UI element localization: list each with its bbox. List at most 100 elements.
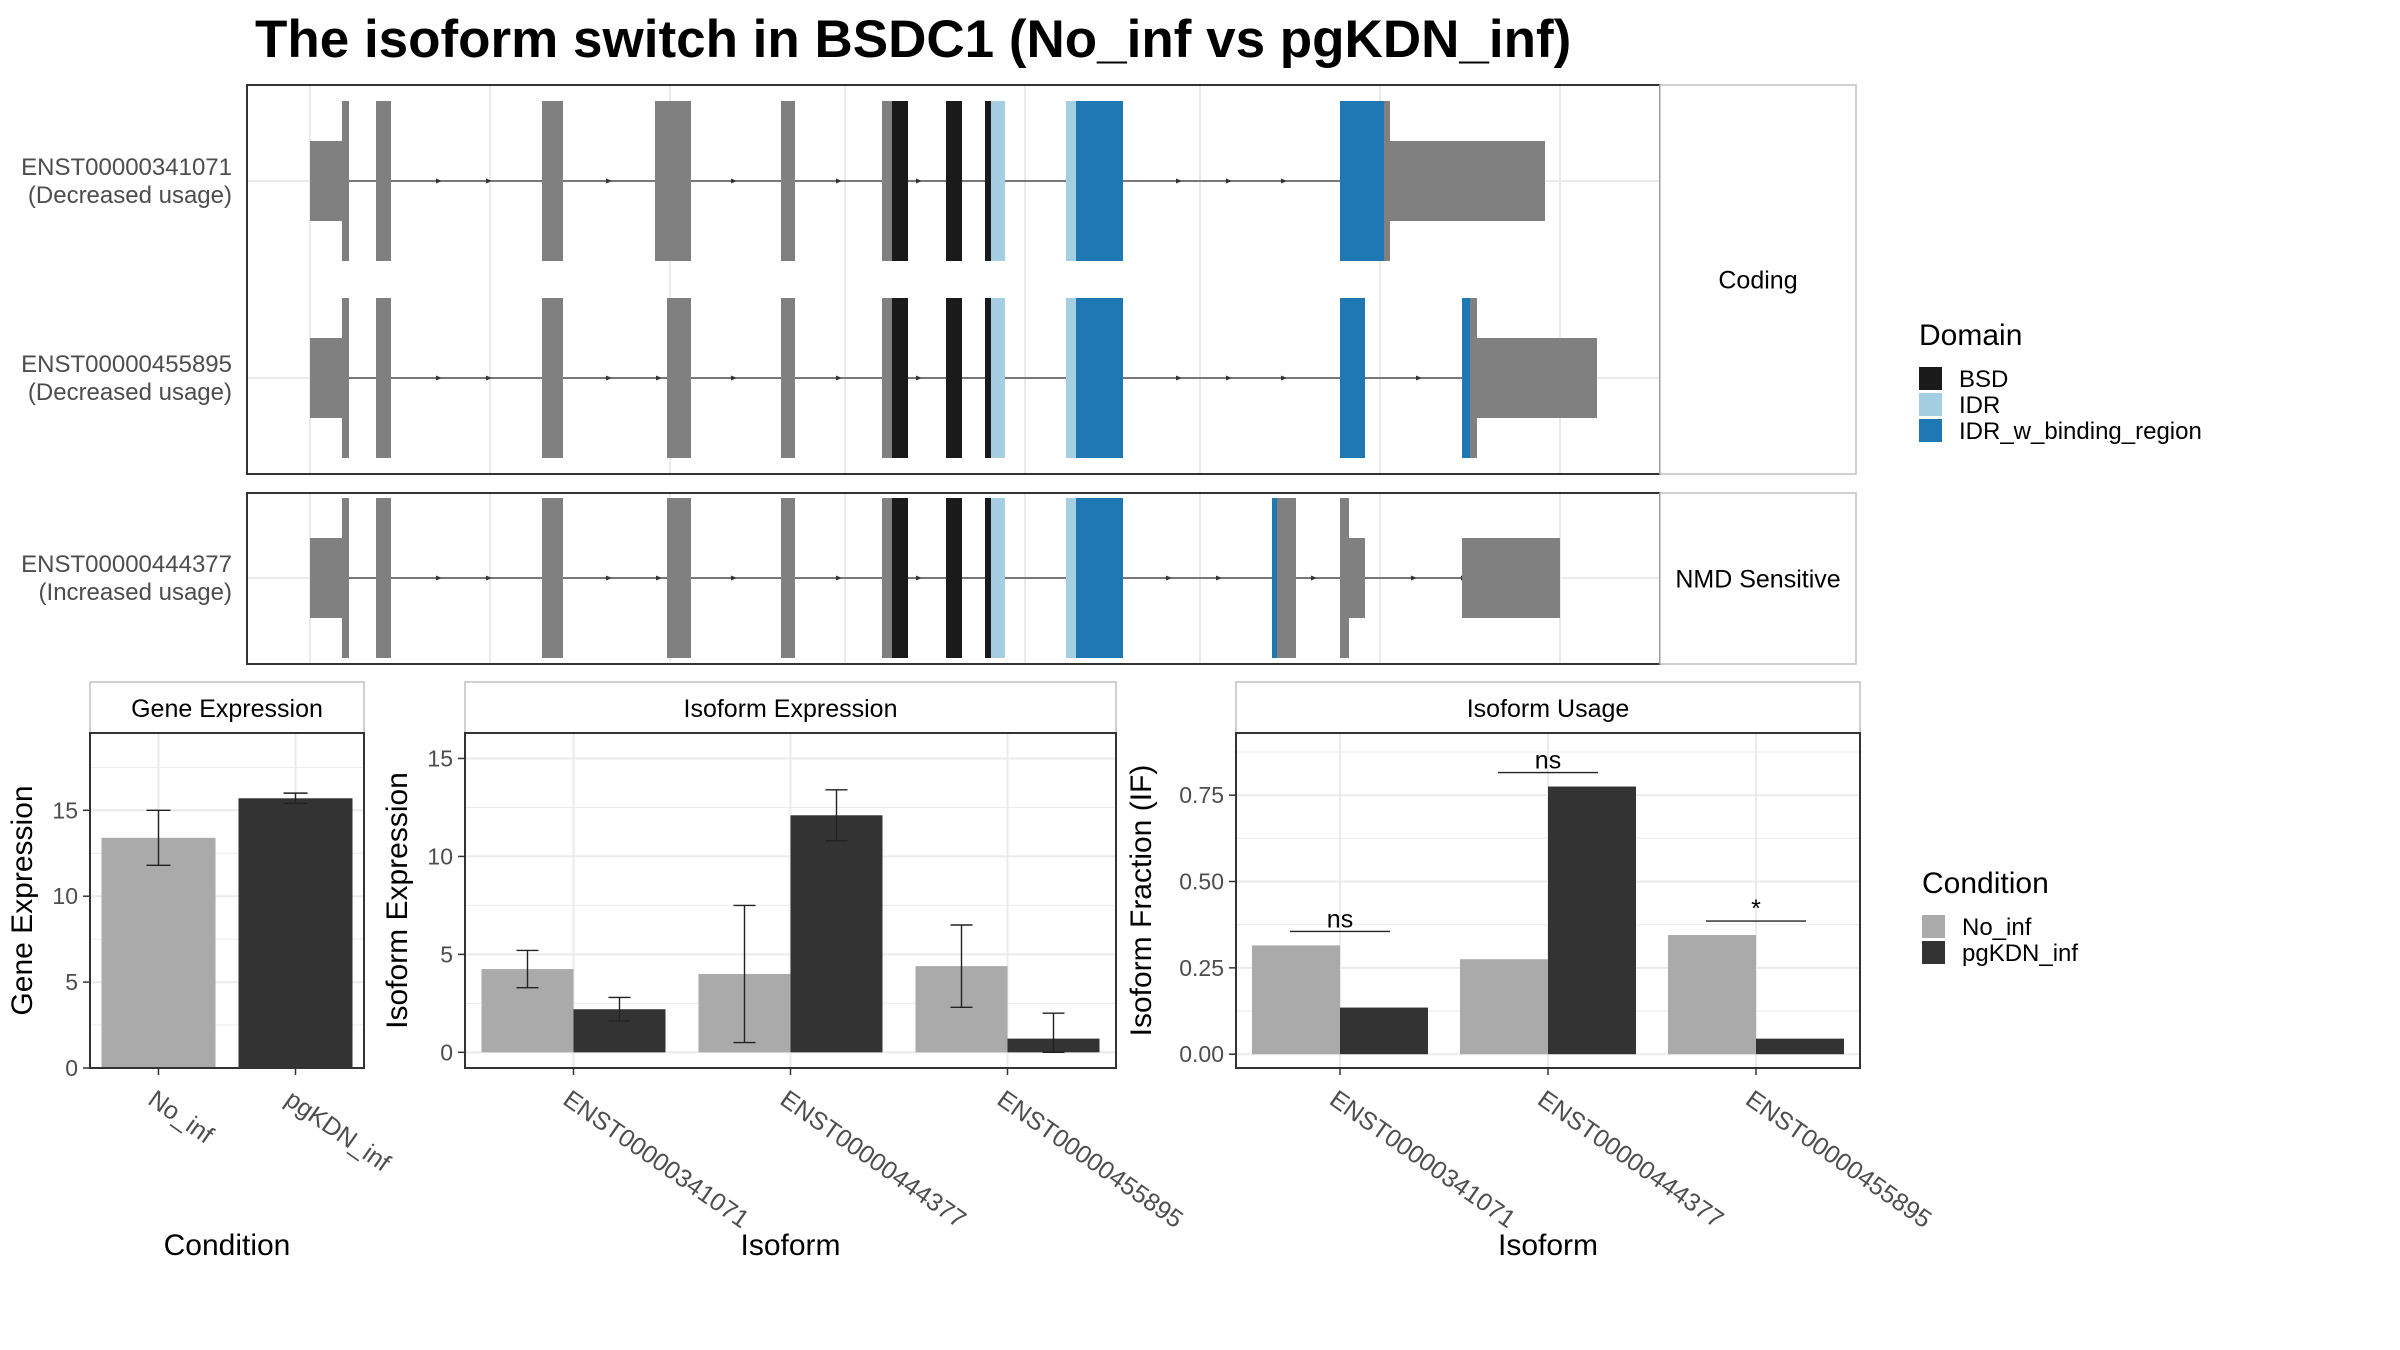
exon-block (342, 101, 349, 261)
domain-block (991, 298, 1005, 458)
legend-label: pgKDN_inf (1962, 940, 2078, 967)
exon-block (342, 298, 349, 458)
x-tick-label: ENST00000444377 (1533, 1085, 1729, 1234)
x-tick-label: ENST00000455895 (1741, 1085, 1937, 1234)
intron-arrow (916, 375, 922, 381)
y-tick-label: 0.50 (1179, 869, 1224, 895)
exon-block (376, 498, 391, 658)
intron-arrow (836, 375, 842, 381)
legend-title: Domain (1919, 319, 2022, 352)
error-bar (733, 904, 756, 1044)
bar (101, 837, 216, 1068)
intron-arrow (836, 178, 842, 184)
intron-arrow (436, 178, 442, 184)
exon-block (667, 498, 691, 658)
bar (238, 798, 353, 1068)
domain-block (892, 498, 908, 658)
error-bar (608, 996, 631, 1022)
intron-arrow (731, 178, 737, 184)
domain-block (946, 101, 962, 261)
exon-block (1477, 338, 1597, 418)
legend-title: Condition (1922, 867, 2049, 900)
domain-block (985, 101, 991, 261)
legend-label: BSD (1959, 366, 2008, 393)
intron-arrow (606, 178, 612, 184)
domain-block (1083, 498, 1123, 658)
intron-arrow (1281, 375, 1287, 381)
bar (1548, 786, 1636, 1055)
y-tick-label: 10 (52, 883, 78, 909)
domain-block (1272, 498, 1277, 658)
exon-block (542, 101, 563, 261)
bar (790, 815, 883, 1053)
bar (1252, 945, 1340, 1055)
legend-label: IDR_w_binding_region (1959, 418, 2202, 445)
intron-arrow (436, 375, 442, 381)
chart-strip-title: Isoform Expression (684, 695, 898, 723)
intron-arrow (1226, 178, 1232, 184)
legend-label: IDR (1959, 392, 2000, 419)
domain-block (1076, 298, 1083, 458)
intron-arrow (731, 375, 737, 381)
intron-arrow (1226, 375, 1232, 381)
y-tick-label: 5 (65, 969, 78, 995)
x-tick-label: pgKDN_inf (280, 1085, 395, 1177)
domain-block (1340, 101, 1384, 261)
error-bar (146, 809, 171, 866)
exon-block (667, 298, 691, 458)
intron-arrow (656, 575, 662, 581)
intron-arrow (1411, 575, 1417, 581)
exon-block (1470, 298, 1477, 458)
x-tick-label: ENST00000444377 (775, 1085, 971, 1234)
error-bar (516, 949, 539, 989)
y-tick-label: 15 (52, 797, 78, 823)
bar (1756, 1038, 1844, 1055)
facet-strip (1659, 84, 1857, 475)
y-axis-title: Isoform Fraction (IF) (1125, 765, 1158, 1037)
exon-block (655, 101, 691, 261)
x-tick-label: No_inf (143, 1085, 218, 1149)
bar (1668, 935, 1756, 1055)
exon-block (1462, 538, 1560, 618)
intron-arrow (656, 375, 662, 381)
transcript-usage-label: (Decreased usage) (28, 182, 232, 209)
intron-arrow (1166, 575, 1172, 581)
intron-arrow (836, 575, 842, 581)
y-axis-title: Gene Expression (6, 785, 39, 1015)
legend-swatch (1922, 941, 1945, 964)
intron-arrow (606, 375, 612, 381)
chart-panel-border (89, 732, 365, 1069)
transcript-usage-label: (Increased usage) (39, 579, 232, 606)
y-tick-label: 0 (65, 1055, 78, 1081)
significance-label: ns (1327, 905, 1353, 933)
domain-block (1066, 498, 1076, 658)
intron-arrow (486, 178, 492, 184)
legend-swatch (1919, 367, 1942, 390)
chart-strip (89, 681, 365, 734)
domain-block (1340, 298, 1365, 458)
error-bar (950, 924, 973, 1008)
exon-block (1384, 101, 1390, 261)
exon-block (1390, 141, 1545, 221)
intron-arrow (916, 178, 922, 184)
domain-block (991, 498, 1005, 658)
y-tick-label: 0.75 (1179, 782, 1224, 808)
transcript-id-label: ENST00000455895 (21, 351, 232, 378)
domain-block (1083, 298, 1123, 458)
domain-block (892, 298, 908, 458)
y-tick-label: 0.25 (1179, 955, 1224, 981)
error-bar (825, 789, 848, 842)
transcript-usage-label: (Decreased usage) (28, 379, 232, 406)
domain-block (1462, 298, 1470, 458)
legend-swatch (1919, 393, 1942, 416)
x-axis-title: Isoform (1498, 1229, 1598, 1262)
exon-block (310, 538, 345, 618)
exon-block (1277, 498, 1296, 658)
y-tick-label: 10 (427, 843, 453, 869)
intron-arrow (1176, 178, 1182, 184)
domain-block (946, 498, 962, 658)
intron-arrow (1281, 178, 1287, 184)
intron-arrow (731, 575, 737, 581)
bar (1460, 959, 1548, 1055)
